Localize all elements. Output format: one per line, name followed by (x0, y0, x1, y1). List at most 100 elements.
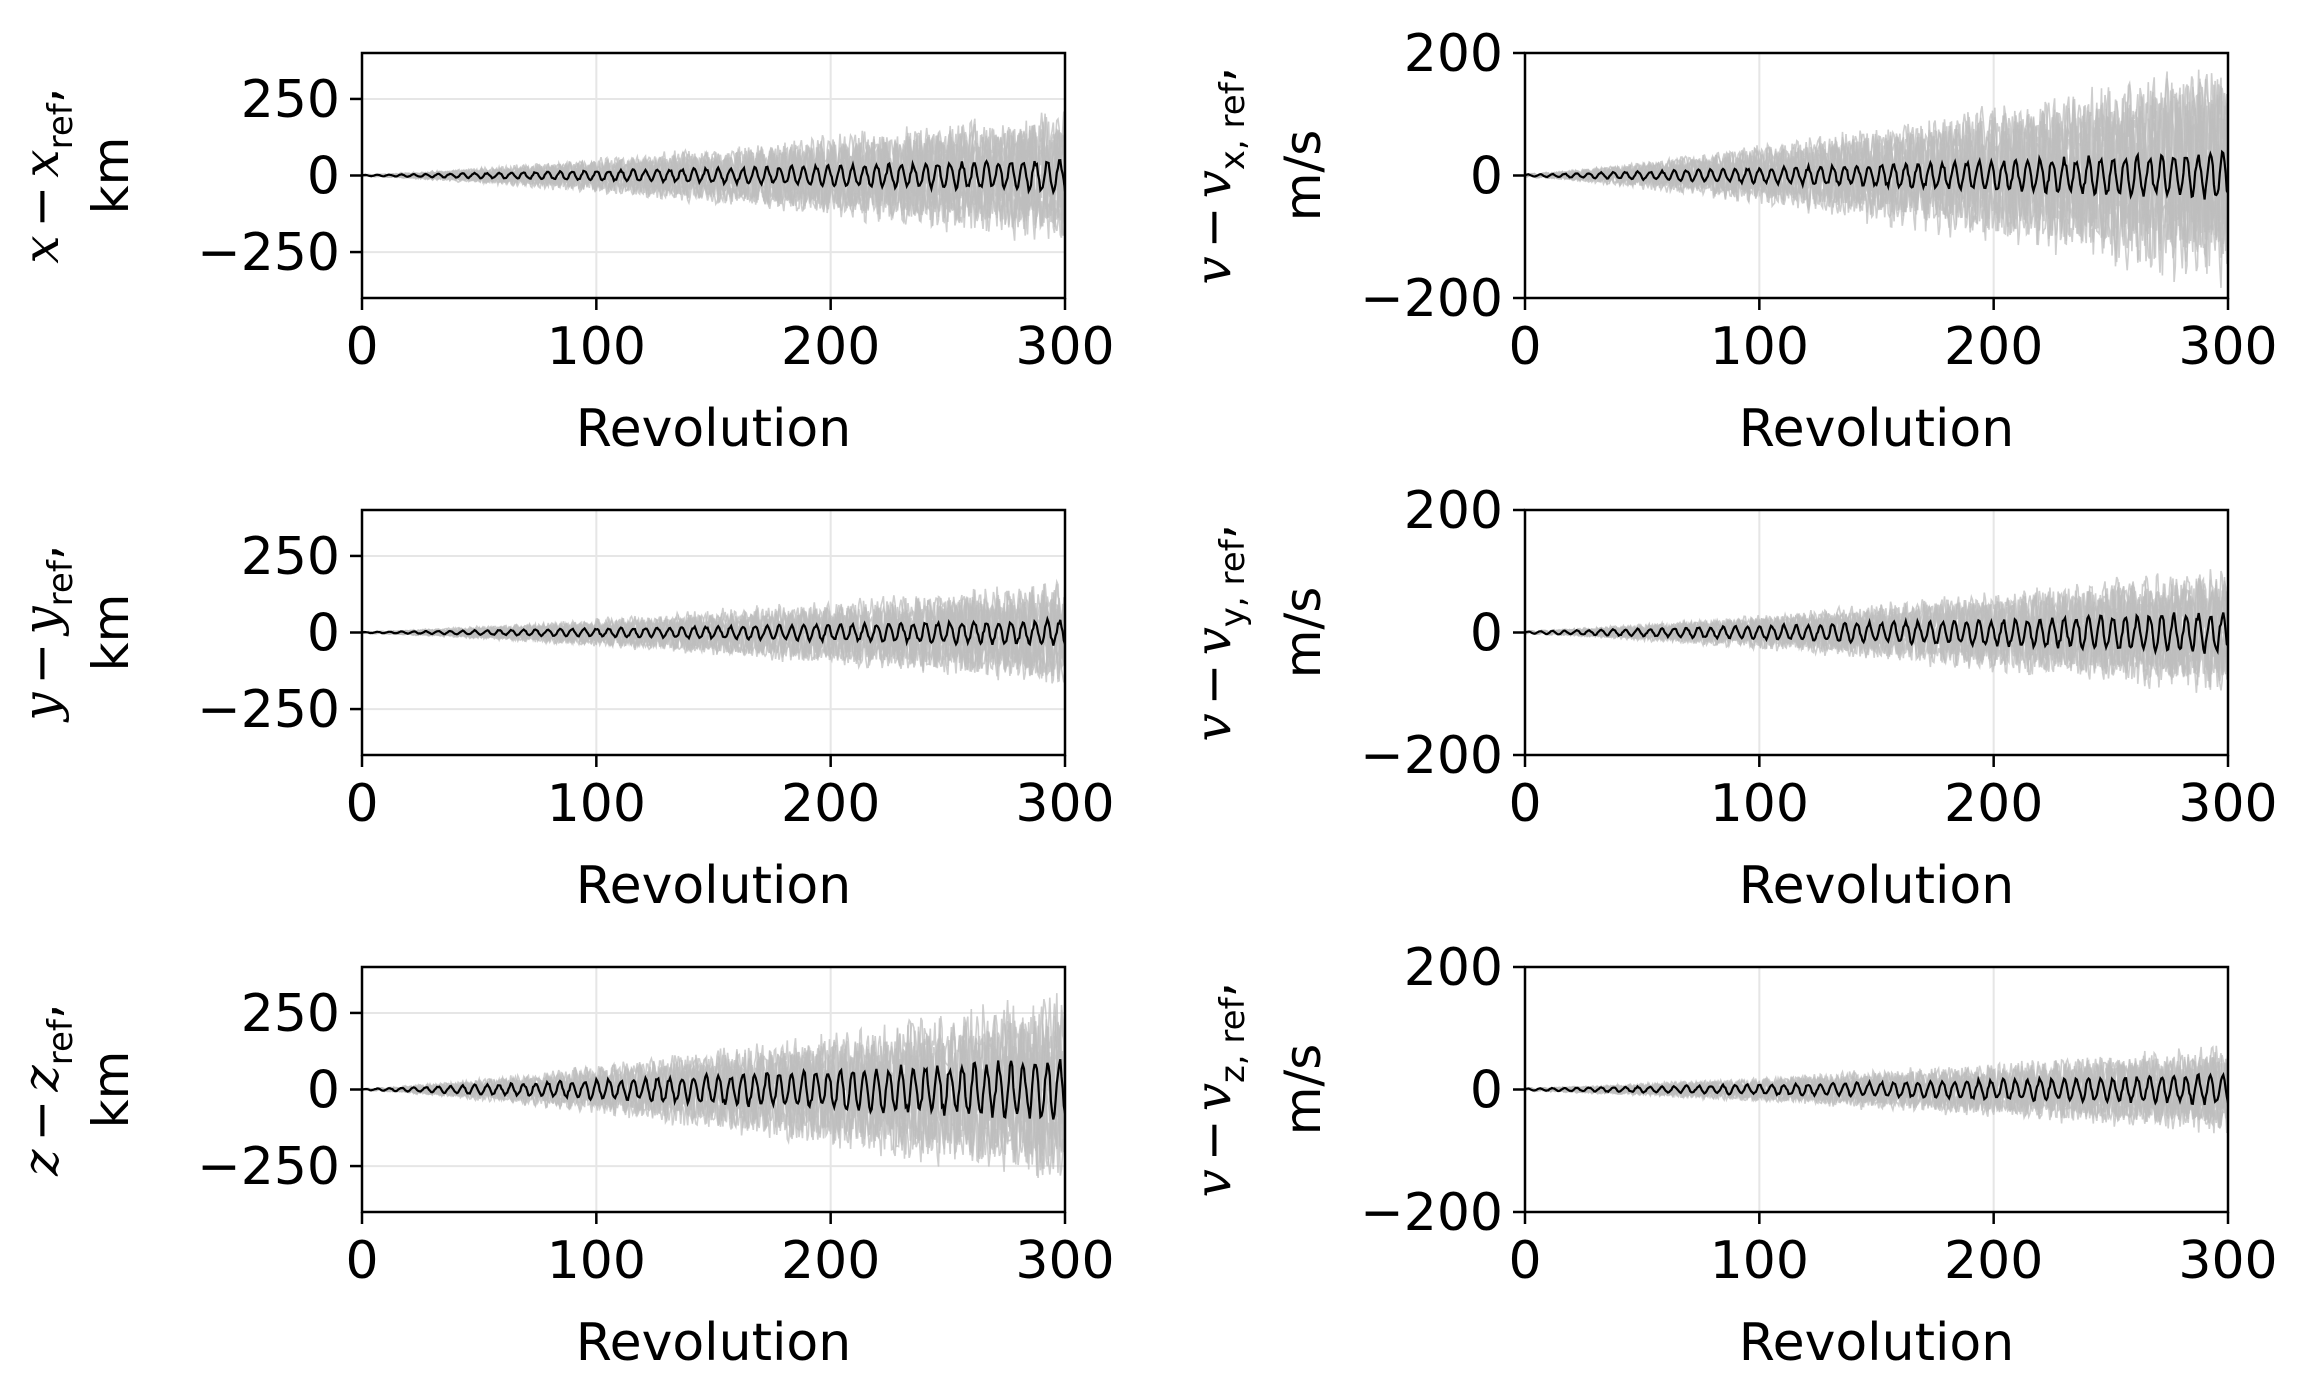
plot-area (362, 578, 1065, 684)
y-tick-label: 0 (307, 604, 340, 664)
y-axis-title-minus: − (1184, 1119, 1242, 1161)
plot-area (362, 993, 1065, 1179)
reference-trace (1525, 612, 2228, 656)
ensemble-trace (1525, 1061, 2228, 1127)
x-tick-label: 100 (1710, 774, 1809, 834)
y-axis-title-unit: km (82, 594, 140, 672)
y-axis-title-minus: − (12, 1100, 70, 1142)
y-axis-title-comma: , (12, 1003, 70, 1019)
x-axis-title: Revolution (576, 856, 851, 916)
plot-area (1525, 1045, 2228, 1134)
ensemble-trace (362, 997, 1065, 1150)
y-axis-title-var: v (1184, 1169, 1242, 1197)
ensemble-trace (1525, 93, 2228, 252)
y-axis-title-unit: m/s (1274, 587, 1332, 679)
x-tick-label: 0 (345, 1231, 378, 1291)
x-tick-label: 0 (1508, 1231, 1541, 1291)
y-axis-title-expression: x−xref, (12, 87, 81, 263)
x-axis-title: Revolution (1739, 856, 2014, 916)
y-axis-title-var: z (12, 1065, 70, 1093)
y-tick-label: 0 (1470, 604, 1503, 664)
y-tick-label: −200 (1360, 726, 1503, 786)
y-tick-label: −250 (197, 680, 340, 740)
y-axis-title-var: v (1184, 627, 1242, 655)
x-tick-label: 0 (345, 317, 378, 377)
y-axis-title-subscript: ref (41, 559, 81, 606)
plot-area (1525, 569, 2228, 693)
ensemble-trace (362, 599, 1065, 683)
ensemble-trace (1525, 570, 2228, 680)
x-tick-label: 300 (1015, 317, 1114, 377)
y-tick-label: 0 (1470, 1061, 1503, 1121)
y-axis-title-minus: − (12, 643, 70, 685)
x-tick-label: 200 (781, 317, 880, 377)
x-tick-label: 300 (2178, 774, 2277, 834)
y-axis-title: v−vx, ref,m/s (1184, 66, 1332, 284)
y-axis-title-minus: − (1184, 206, 1242, 248)
x-tick-label: 200 (1944, 317, 2043, 377)
y-tick-label: −250 (197, 1137, 340, 1197)
y-axis-title-var: x (12, 235, 70, 263)
reference-trace (1525, 149, 2228, 200)
x-axis-title: Revolution (1739, 1313, 2014, 1373)
x-tick-label: 0 (1508, 774, 1541, 834)
ensemble-trace (362, 596, 1065, 677)
plot-area (362, 111, 1065, 241)
y-axis-title-expression: z−zref, (12, 1003, 81, 1177)
x-axis-title: Revolution (576, 399, 851, 459)
y-axis-title-minus: − (12, 186, 70, 228)
y-axis-title-minus: − (1184, 663, 1242, 705)
y-tick-label: 0 (307, 1061, 340, 1121)
y-axis-title-var: y (12, 692, 70, 723)
y-tick-label: 0 (307, 147, 340, 207)
y-axis-title-subscript: x, ref (1213, 81, 1253, 170)
reference-trace (362, 615, 1065, 647)
y-tick-label: 200 (1404, 481, 1503, 541)
y-tick-label: 200 (1404, 24, 1503, 84)
y-axis-title: v−vy, ref,m/s (1184, 523, 1332, 741)
y-tick-label: −200 (1360, 269, 1503, 329)
x-tick-label: 200 (781, 1231, 880, 1291)
y-tick-label: 0 (1470, 147, 1503, 207)
y-axis-title-var: v (1184, 170, 1242, 198)
y-axis-title: x−xref,km (12, 87, 140, 263)
reference-trace (362, 1058, 1065, 1120)
y-tick-label: −200 (1360, 1183, 1503, 1243)
y-axis-title-unit: m/s (1274, 130, 1332, 222)
x-tick-label: 100 (1710, 317, 1809, 377)
plot-area (1525, 69, 2228, 288)
x-tick-label: 200 (1944, 1231, 2043, 1291)
y-axis-title-subscript: ref (41, 102, 81, 149)
ensemble-trace (362, 1038, 1065, 1176)
y-tick-label: −250 (197, 223, 340, 283)
y-axis-title-var: y (12, 606, 70, 637)
y-axis-title: y−yref,km (12, 544, 140, 722)
y-axis-title-unit: km (82, 137, 140, 215)
y-axis-title-comma: , (12, 87, 70, 103)
y-axis-title-var: x (12, 149, 70, 177)
y-axis-title-expression: v−vx, ref, (1184, 66, 1253, 284)
x-tick-label: 200 (1944, 774, 2043, 834)
y-axis-title-comma: , (1184, 523, 1242, 539)
y-axis-title-expression: v−vy, ref, (1184, 523, 1253, 741)
x-tick-label: 300 (1015, 1231, 1114, 1291)
x-tick-label: 0 (1508, 317, 1541, 377)
y-axis-title-comma: , (12, 544, 70, 560)
x-tick-label: 100 (547, 317, 646, 377)
ensemble-trace (1525, 74, 2228, 244)
y-axis-title-subscript: ref (41, 1018, 81, 1065)
y-axis-title-expression: y−yref, (12, 544, 81, 722)
y-axis-title-unit: km (82, 1051, 140, 1129)
y-tick-label: 250 (241, 527, 340, 587)
x-tick-label: 100 (1710, 1231, 1809, 1291)
y-tick-label: 250 (241, 70, 340, 130)
x-tick-label: 300 (1015, 774, 1114, 834)
y-axis-title-subscript: y, ref (1213, 538, 1253, 627)
y-axis-title-var: v (1184, 256, 1242, 284)
